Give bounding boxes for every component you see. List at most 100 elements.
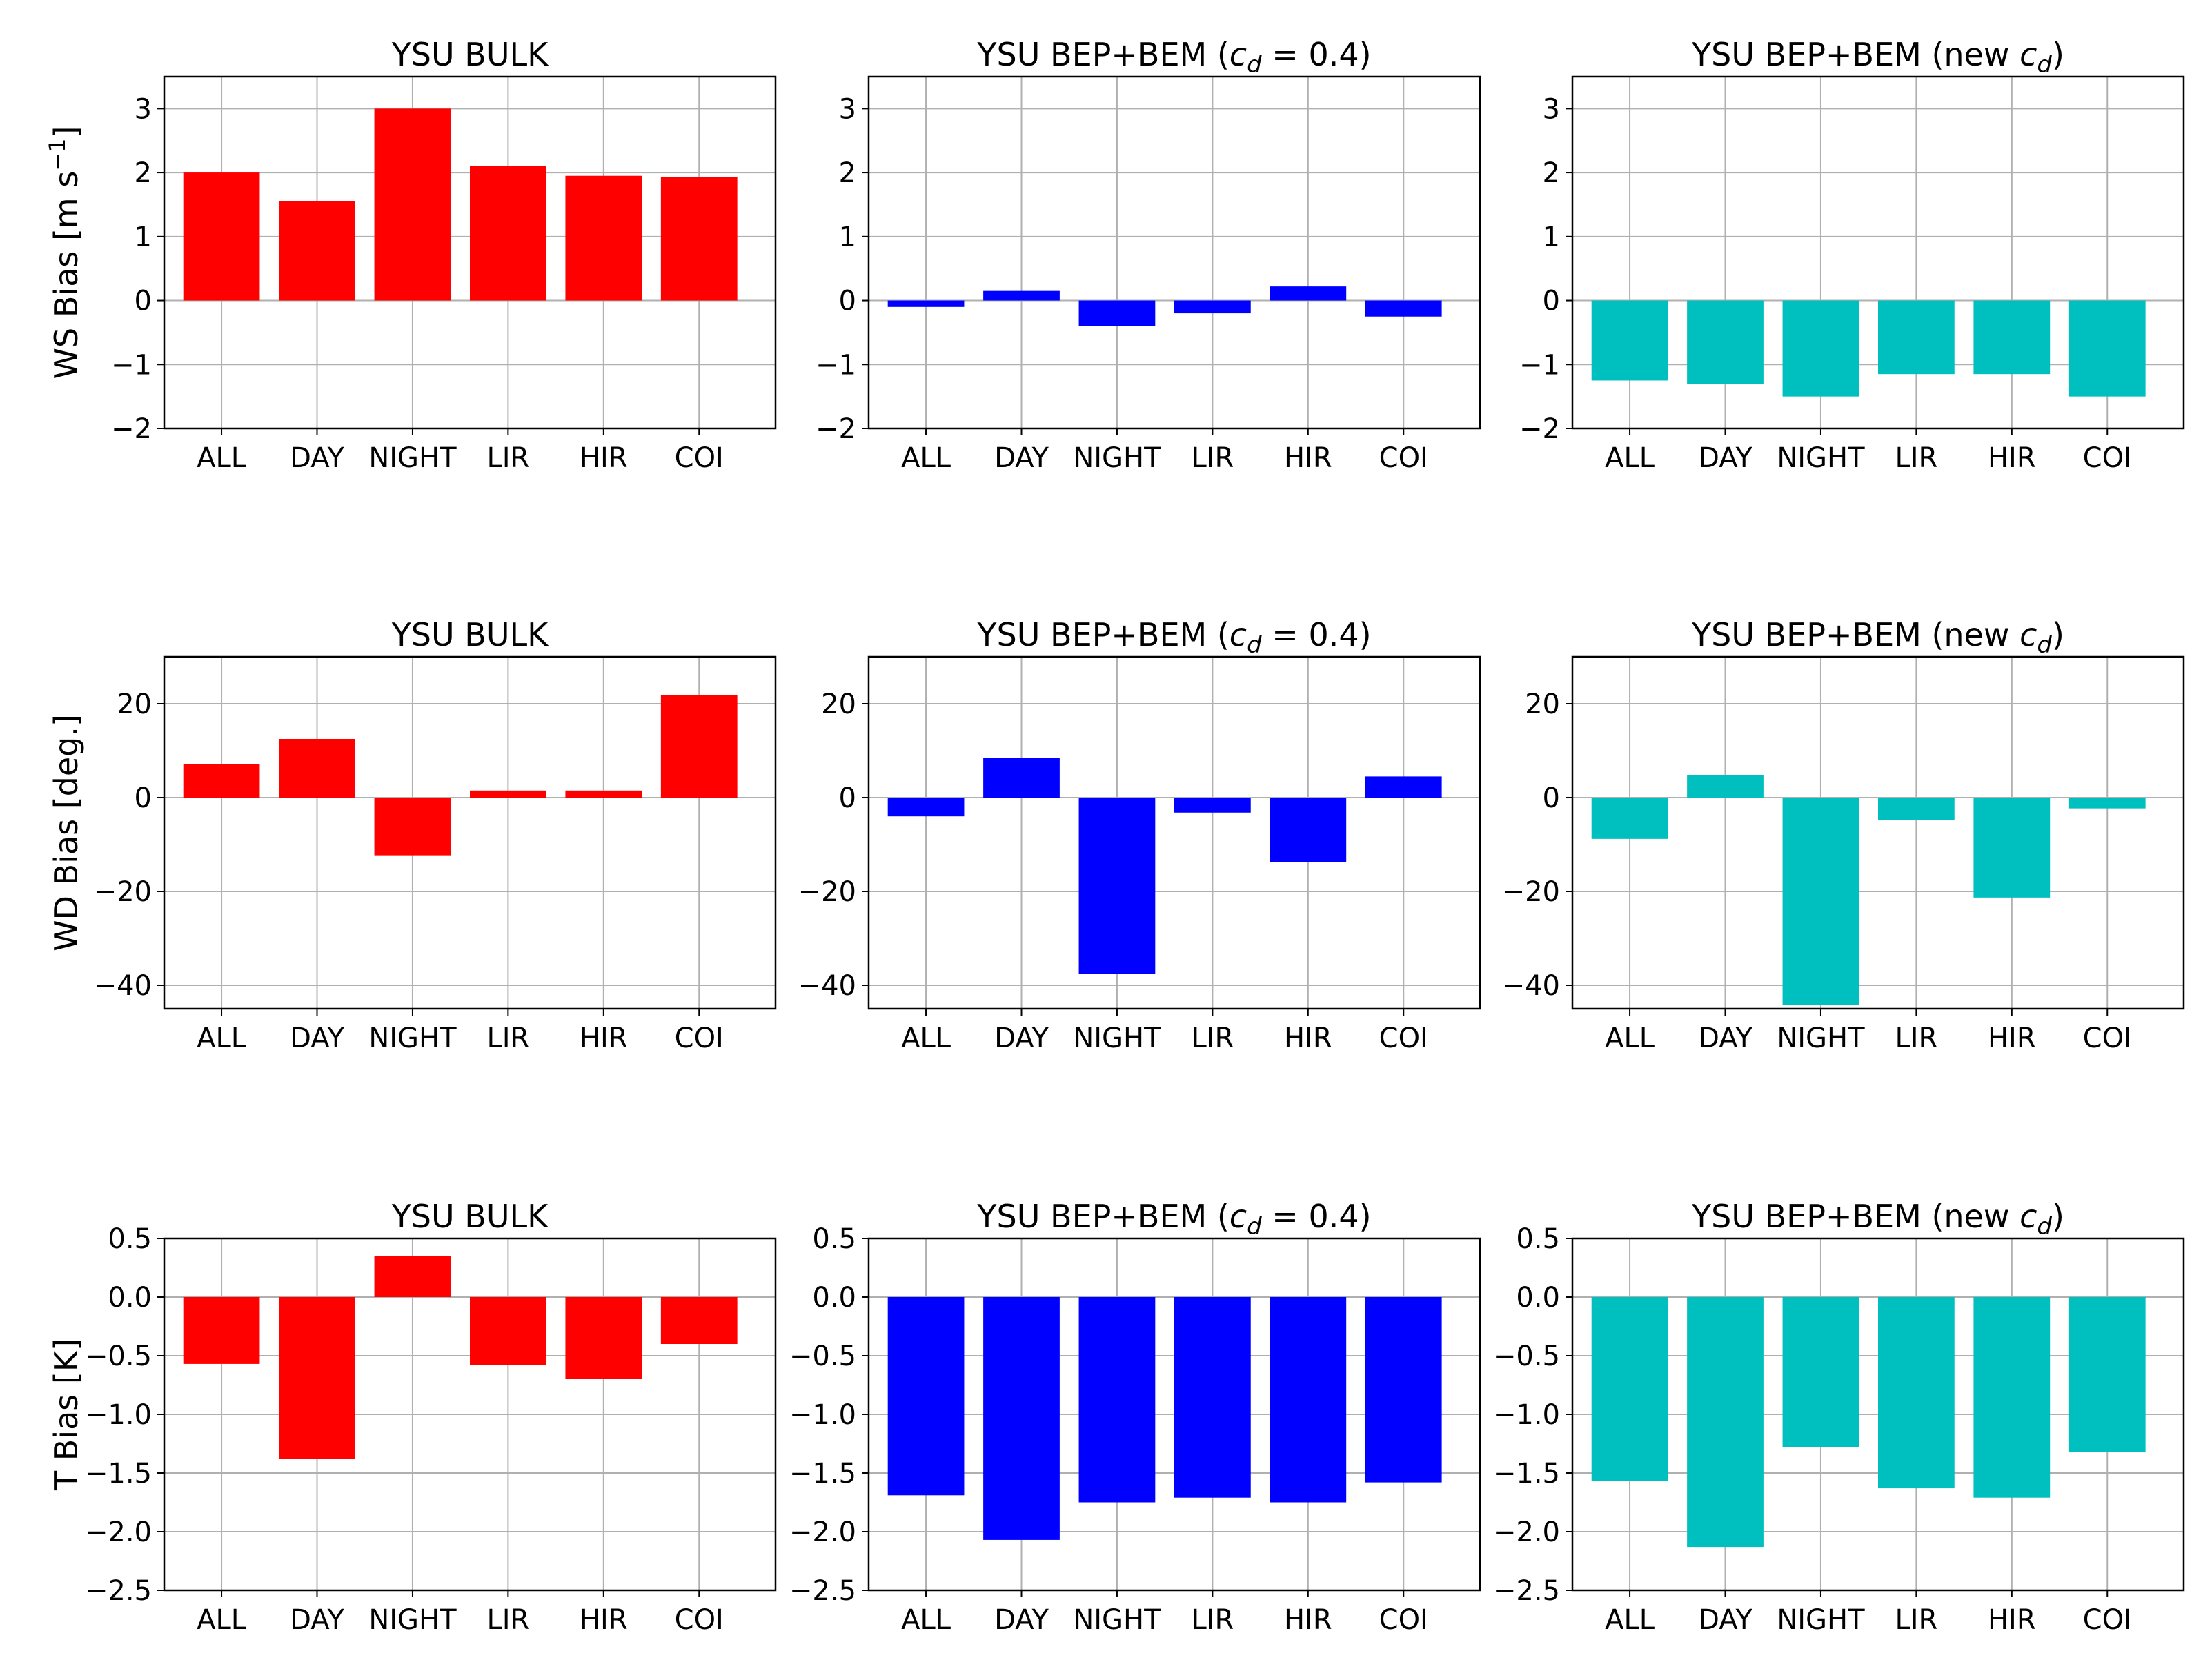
y-tick-label: 0.0 bbox=[812, 1282, 856, 1314]
bar-lir bbox=[1174, 300, 1251, 314]
x-tick-label: COI bbox=[2083, 442, 2132, 474]
x-tick-label: HIR bbox=[1284, 442, 1332, 474]
y-axis-label: WS Bias [m s−1] bbox=[44, 126, 85, 379]
y-tick-label: 0.5 bbox=[1516, 1223, 1560, 1255]
y-tick-label: 0 bbox=[1543, 286, 1560, 317]
x-tick-label: LIR bbox=[486, 1604, 529, 1636]
x-tick-label: ALL bbox=[901, 1022, 951, 1054]
y-tick-label: −2 bbox=[816, 413, 856, 445]
y-tick-label: −40 bbox=[798, 970, 856, 1002]
bar-hir bbox=[1973, 798, 2051, 898]
y-tick-label: 3 bbox=[135, 93, 152, 125]
bar-lir bbox=[1174, 1297, 1251, 1498]
x-tick-label: LIR bbox=[1895, 442, 1937, 474]
x-tick-label: NIGHT bbox=[1777, 442, 1865, 474]
bar-all bbox=[887, 1297, 965, 1496]
bar-all bbox=[1591, 300, 1668, 381]
bar-night bbox=[374, 108, 451, 301]
y-tick-label: 3 bbox=[1543, 93, 1560, 125]
x-tick-label: HIR bbox=[580, 442, 628, 474]
panel-2-2: −40 −20 0 20 ALL DAY NIGHT LIR HIR COI YSU BEP+BEM… bbox=[798, 616, 1481, 1054]
bar-day bbox=[983, 1297, 1060, 1540]
bar-night bbox=[1078, 798, 1156, 974]
x-tick-label: LIR bbox=[1895, 1604, 1937, 1636]
x-tick-label: NIGHT bbox=[1777, 1604, 1865, 1636]
x-tick-label: LIR bbox=[486, 442, 529, 474]
x-tick-label: DAY bbox=[994, 1604, 1049, 1636]
y-tick-label: −2 bbox=[1519, 413, 1560, 445]
bar-hir bbox=[1973, 300, 2051, 375]
bar-day bbox=[1687, 1297, 1764, 1548]
x-tick-label: NIGHT bbox=[1073, 1022, 1161, 1054]
y-tick-label: 2 bbox=[1543, 157, 1560, 189]
panel-3-2: −2.5 −2.0 −1.5 −1.0 −0.5 0.0 0.5 ALL DAY NIGHT LIR… bbox=[789, 1198, 1481, 1636]
bar-lir bbox=[470, 790, 546, 798]
x-tick-label: HIR bbox=[580, 1604, 628, 1636]
y-tick-label: 1 bbox=[135, 221, 152, 253]
bar-hir bbox=[1270, 286, 1347, 301]
y-tick-label: −0.5 bbox=[789, 1341, 856, 1372]
panel-1-1: −2 −1 0 1 2 3 ALL DAY NIGHT LIR HIR COI YSU BULK WS B… bbox=[44, 36, 777, 474]
y-tick-label: −2.0 bbox=[85, 1516, 152, 1548]
y-tick-label: −1 bbox=[816, 349, 856, 381]
y-tick-label: −40 bbox=[1502, 970, 1560, 1002]
bar-day bbox=[279, 739, 355, 798]
y-tick-label: −0.5 bbox=[1493, 1341, 1560, 1372]
axes-frame bbox=[867, 75, 1481, 430]
x-tick-label: COI bbox=[1379, 1604, 1428, 1636]
bar-night bbox=[1078, 1297, 1156, 1503]
x-tick-label: DAY bbox=[290, 1022, 344, 1054]
y-tick-label: −1 bbox=[111, 349, 152, 381]
bar-all bbox=[183, 172, 260, 301]
y-tick-label: 2 bbox=[135, 157, 152, 189]
bar-lir bbox=[470, 166, 546, 301]
axes-frame bbox=[867, 655, 1481, 1010]
y-tick-label: −40 bbox=[94, 970, 152, 1002]
x-tick-label: NIGHT bbox=[368, 1022, 457, 1054]
panel-3-3: −2.5 −2.0 −1.5 −1.0 −0.5 0.0 0.5 ALL DAY NIGHT LIR… bbox=[1493, 1198, 2185, 1636]
panel-title: YSU BEP+BEM (new cd) bbox=[1691, 616, 2064, 659]
bar-day bbox=[279, 201, 355, 301]
axes-frame bbox=[163, 75, 777, 430]
panel-title: YSU BEP+BEM (cd = 0.4) bbox=[976, 1198, 1371, 1241]
bar-coi bbox=[660, 695, 738, 798]
y-axis-label: WD Bias [deg.] bbox=[48, 714, 85, 951]
y-tick-label: −1.5 bbox=[789, 1458, 856, 1490]
bar-day bbox=[1687, 775, 1764, 798]
bar-hir bbox=[1270, 798, 1347, 862]
x-tick-label: COI bbox=[675, 1604, 724, 1636]
x-tick-label: ALL bbox=[901, 1604, 951, 1636]
bar-hir bbox=[565, 790, 642, 798]
y-tick-label: −2.5 bbox=[85, 1575, 152, 1607]
x-tick-label: HIR bbox=[1284, 1022, 1332, 1054]
bar-night bbox=[374, 798, 451, 856]
y-tick-label: 0 bbox=[135, 782, 152, 814]
y-tick-label: 0.5 bbox=[812, 1223, 856, 1255]
x-tick-label: DAY bbox=[1698, 442, 1752, 474]
x-tick-label: NIGHT bbox=[368, 442, 457, 474]
bar-lir bbox=[1174, 798, 1251, 813]
x-tick-label: DAY bbox=[994, 1022, 1049, 1054]
y-tick-label: 1 bbox=[1543, 221, 1560, 253]
bar-lir bbox=[1878, 300, 1955, 375]
panel-1-2: −2 −1 0 1 2 3 ALL DAY NIGHT LIR HIR COI YSU BEP+BEM … bbox=[816, 36, 1481, 474]
y-axis-label: T Bias [K] bbox=[48, 1338, 85, 1491]
x-tick-label: HIR bbox=[1284, 1604, 1332, 1636]
bar-day bbox=[1687, 300, 1764, 384]
y-tick-label: −20 bbox=[1502, 876, 1560, 908]
x-tick-label: NIGHT bbox=[368, 1604, 457, 1636]
y-tick-label: −1.0 bbox=[85, 1399, 152, 1431]
x-tick-label: DAY bbox=[994, 442, 1049, 474]
x-tick-label: DAY bbox=[290, 1604, 344, 1636]
x-tick-label: COI bbox=[2083, 1604, 2132, 1636]
panel-title: YSU BULK bbox=[391, 1198, 549, 1235]
x-tick-label: COI bbox=[1379, 442, 1428, 474]
y-tick-label: 1 bbox=[839, 221, 856, 253]
x-tick-label: ALL bbox=[1605, 442, 1655, 474]
y-tick-label: 3 bbox=[839, 93, 856, 125]
y-tick-label: −2.5 bbox=[1493, 1575, 1560, 1607]
x-tick-label: LIR bbox=[1191, 1022, 1234, 1054]
y-tick-label: 0 bbox=[135, 286, 152, 317]
bar-coi bbox=[660, 1297, 738, 1344]
